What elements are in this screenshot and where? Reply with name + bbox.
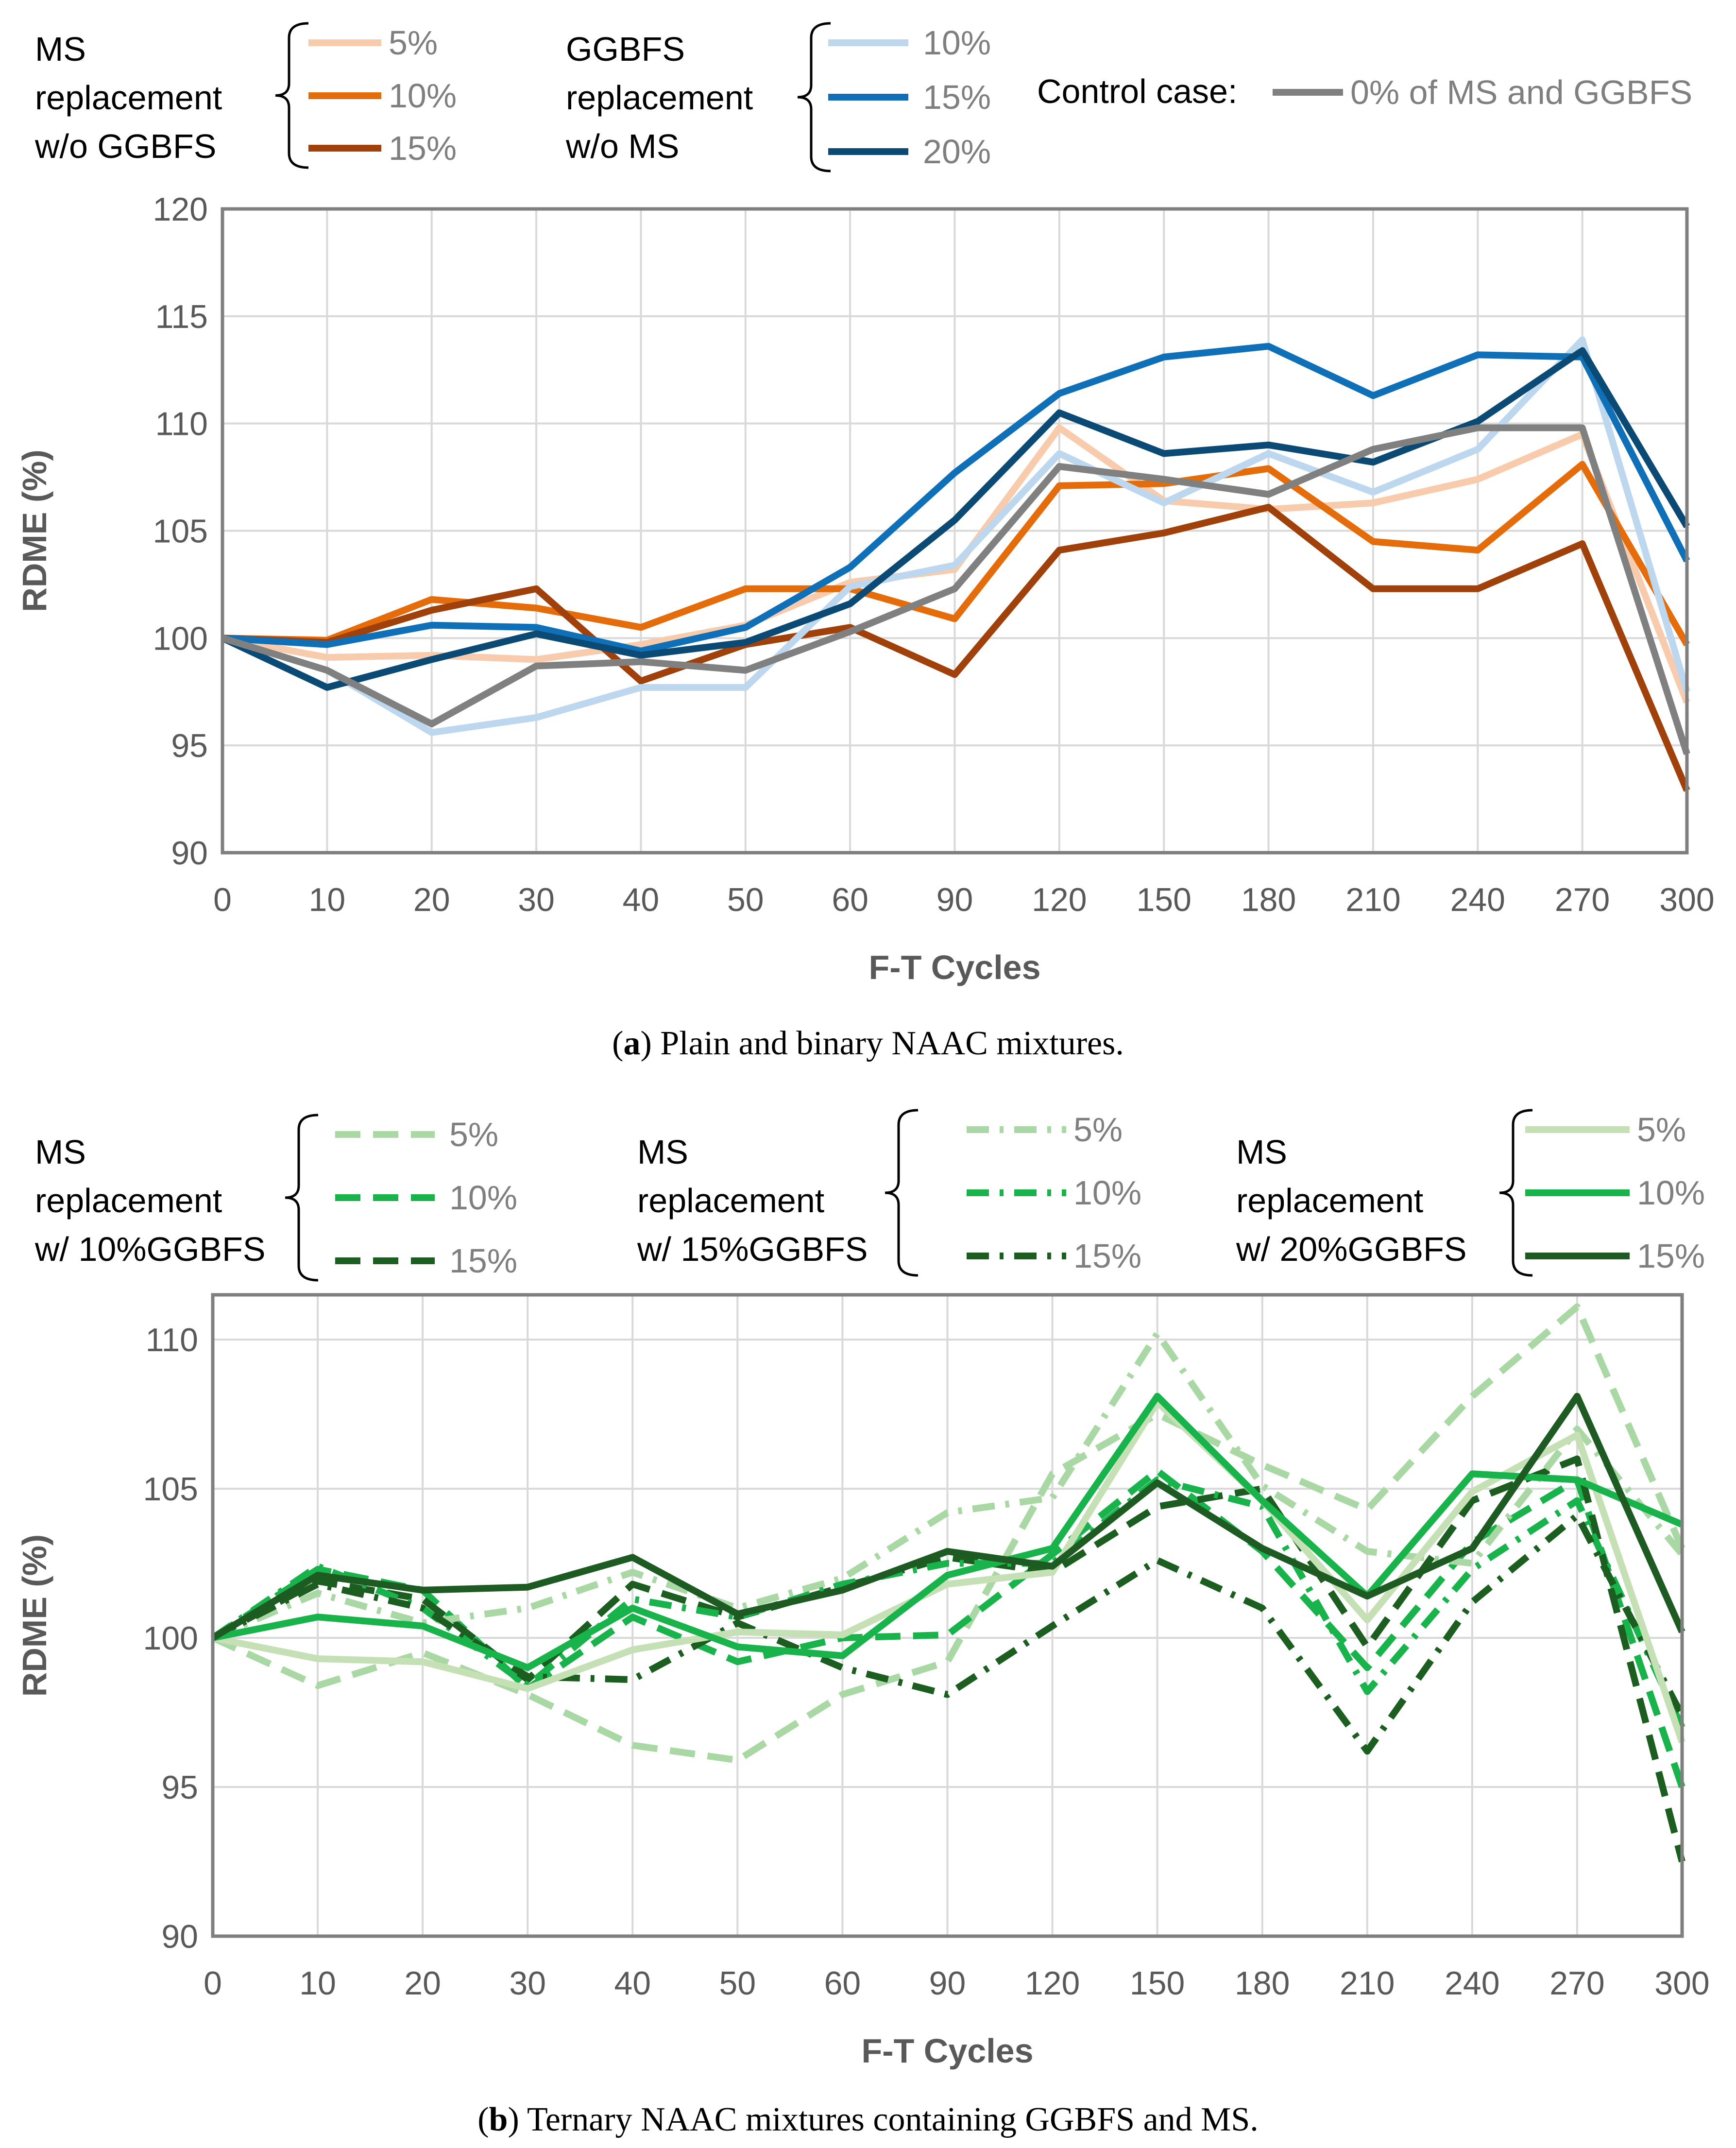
y-tick-label: 90 — [161, 1918, 198, 1955]
legend-entry-label: 20% — [923, 133, 991, 171]
legend-group-label: replacement — [566, 79, 753, 117]
x-tick-label: 150 — [1136, 881, 1191, 918]
x-tick-label: 270 — [1555, 881, 1610, 918]
x-tick-label: 50 — [727, 881, 764, 918]
legend-entry-label: 10% — [923, 24, 991, 62]
series-line-b-2 — [211, 1455, 1685, 1863]
x-tick-label: 270 — [1549, 1965, 1604, 2002]
x-tick-label: 0 — [213, 881, 232, 918]
legend-brace — [275, 22, 309, 169]
panel-b: 90 95 100 105 110 0 10 20 30 40 50 60 90 120 150 180 210… — [16, 1109, 1710, 2138]
y-tick-label: 100 — [143, 1620, 198, 1657]
y-tick-label: 110 — [146, 1322, 198, 1358]
legend-group-label: MS — [35, 1133, 86, 1171]
x-tick-label: 180 — [1235, 1965, 1290, 2002]
legend-group-label: MS — [1236, 1133, 1287, 1171]
legend-entry-label: 5% — [1073, 1111, 1123, 1149]
legend-entry-label: 0% of MS and GGBFS — [1350, 73, 1692, 111]
x-tick-label: 60 — [832, 881, 868, 918]
legend-entry-label: 15% — [449, 1242, 517, 1280]
y-tick-label: 110 — [155, 406, 208, 443]
plot-border — [221, 207, 1689, 855]
x-tick-label: 90 — [929, 1965, 966, 2002]
legend-group-label: replacement — [35, 79, 222, 117]
legend-group-label: MS — [637, 1133, 688, 1171]
legend-entry-label: 15% — [923, 78, 991, 116]
series-line-b-0 — [211, 1303, 1685, 1764]
y-tick-label: 115 — [155, 298, 208, 335]
legend-entry-label: 15% — [1637, 1237, 1705, 1275]
y-tick-label: 90 — [171, 835, 208, 872]
legend-group-label: replacement — [637, 1182, 824, 1220]
legend-group-label: replacement — [1236, 1182, 1423, 1220]
x-tick-label: 20 — [413, 881, 450, 918]
legend-entry-label: 5% — [449, 1116, 498, 1153]
legend-entry-label: 10% — [1637, 1174, 1705, 1212]
legend-group-label: GGBFS — [566, 30, 685, 68]
x-tick-label: 210 — [1345, 881, 1400, 918]
legend-group-label: w/ 15%GGBFS — [637, 1230, 868, 1268]
legend-group-label: w/ 10%GGBFS — [34, 1230, 266, 1268]
x-tick-label: 210 — [1340, 1965, 1395, 2002]
x-tick-label: 30 — [518, 881, 555, 918]
x-tick-label: 50 — [719, 1965, 756, 2002]
x-tick-label: 40 — [614, 1965, 651, 2002]
legend-entry-label: 5% — [1637, 1111, 1686, 1149]
x-tick-label: 300 — [1659, 881, 1714, 918]
legend-entry-label: 10% — [389, 77, 457, 115]
x-tick-label: 40 — [623, 881, 660, 918]
x-tick-label: 240 — [1445, 1965, 1499, 2002]
x-tick-label: 300 — [1654, 1965, 1709, 2002]
y-axis-label: RDME (%) — [16, 1534, 53, 1697]
legend-group-label: Control case: — [1037, 72, 1237, 110]
x-axis-label: F-T Cycles — [869, 948, 1041, 986]
y-tick-label: 100 — [153, 620, 208, 657]
legend-group-label: MS — [35, 30, 86, 68]
legend-entry-label: 10% — [449, 1179, 517, 1217]
y-tick-label: 95 — [161, 1769, 198, 1806]
x-tick-label: 120 — [1032, 881, 1087, 918]
panel-a: 90 95 100 105 110 115 120 0 10 20 30 40 50 60 90 120 150… — [16, 22, 1715, 1062]
legend-entry-label: 5% — [389, 24, 438, 62]
x-tick-label: 240 — [1450, 881, 1505, 918]
x-tick-label: 180 — [1241, 881, 1296, 918]
plot-border — [211, 1293, 1684, 1938]
legend-group-label: w/ 20%GGBFS — [1236, 1230, 1467, 1268]
legend-group-label: w/o MS — [565, 127, 679, 165]
legend-group-label: replacement — [35, 1182, 222, 1220]
legend-brace — [1499, 1109, 1533, 1277]
legend-entry-label: 15% — [1073, 1237, 1141, 1275]
x-tick-label: 150 — [1130, 1965, 1185, 2002]
legend-entry-label: 10% — [1073, 1174, 1141, 1212]
x-tick-label: 120 — [1025, 1965, 1080, 2002]
x-tick-label: 10 — [309, 881, 346, 918]
y-tick-label: 105 — [153, 513, 208, 550]
figure-caption: (a) Plain and binary NAAC mixtures. — [612, 1025, 1124, 1062]
y-tick-label: 120 — [153, 191, 208, 228]
legend-brace — [885, 1109, 919, 1277]
legend-group-label: w/o GGBFS — [34, 127, 216, 165]
x-tick-label: 30 — [509, 1965, 546, 2002]
legend-brace — [285, 1114, 319, 1282]
y-tick-label: 95 — [171, 727, 208, 764]
x-tick-label: 90 — [936, 881, 973, 918]
y-axis-label: RDME (%) — [16, 449, 53, 612]
x-tick-label: 0 — [204, 1965, 222, 2002]
y-tick-label: 105 — [143, 1471, 198, 1508]
legend-entry-label: 15% — [389, 129, 457, 167]
x-tick-label: 20 — [404, 1965, 441, 2002]
x-tick-label: 60 — [824, 1965, 861, 2002]
figure-caption: (b) Ternary NAAC mixtures containing GGB… — [477, 2101, 1259, 2138]
legend-brace — [797, 22, 831, 172]
x-tick-label: 10 — [299, 1965, 336, 2002]
x-axis-label: F-T Cycles — [862, 2032, 1034, 2070]
